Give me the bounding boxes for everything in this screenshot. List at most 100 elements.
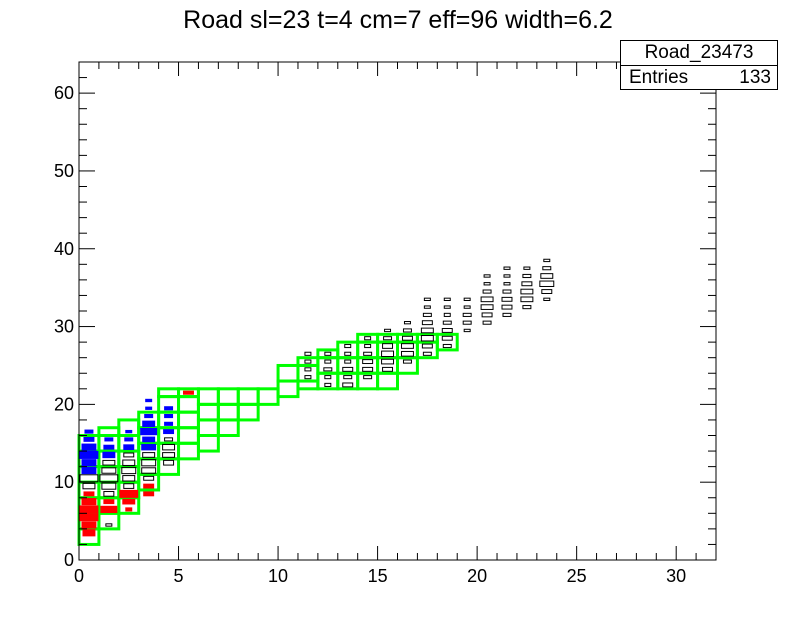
road-bin (396, 332, 419, 344)
hit-box (141, 459, 157, 467)
hit-box (362, 359, 374, 365)
hit-box (143, 491, 155, 497)
hit-box (403, 321, 411, 325)
hit-box (101, 482, 117, 490)
hit-box (141, 467, 157, 474)
hit-box (124, 437, 134, 442)
hit-box (123, 444, 135, 451)
hit-box (304, 375, 312, 380)
hit-box (480, 296, 494, 303)
hit-box (443, 305, 451, 309)
hit-box (105, 523, 113, 527)
hit-box (82, 529, 96, 537)
hit-box (122, 498, 136, 505)
hit-box (503, 266, 511, 270)
road-bin (196, 418, 220, 437)
hit-box (125, 429, 133, 434)
hit-box (142, 436, 156, 443)
hit-box (103, 491, 115, 497)
hit-box (482, 320, 492, 325)
hit-box (402, 328, 412, 333)
hit-box (79, 450, 99, 459)
road-bin (236, 387, 260, 406)
hit-box (183, 390, 194, 395)
hit-box (125, 507, 133, 512)
hit-box (384, 328, 392, 333)
hit-box (482, 289, 492, 294)
hit-box (381, 350, 395, 358)
hit-box (304, 367, 312, 372)
hit-box (441, 328, 453, 333)
hit-box (164, 437, 174, 442)
hit-box (145, 398, 153, 403)
road-bin (376, 340, 399, 360)
road-bin (216, 402, 240, 422)
hit-box (342, 366, 354, 372)
stats-entries-label: Entries (629, 67, 689, 88)
hit-box (462, 312, 472, 317)
y-tick-label: 40 (54, 239, 74, 259)
hit-box (119, 489, 139, 498)
road-bin (216, 418, 240, 437)
road-bin (276, 363, 300, 383)
hit-box (501, 296, 513, 302)
hit-box (344, 351, 352, 356)
hit-box (502, 289, 512, 294)
road-layer (77, 332, 459, 546)
x-tick-label: 20 (467, 566, 487, 586)
hit-box (543, 297, 551, 301)
hit-box (382, 366, 394, 372)
hit-box (502, 312, 512, 317)
hit-box (363, 375, 373, 380)
hit-box (363, 351, 373, 356)
hit-box (402, 359, 412, 364)
hit-box (145, 406, 153, 410)
hit-box (99, 474, 119, 483)
x-tick-label: 0 (74, 566, 84, 586)
hit-box (104, 437, 114, 442)
hit-box (304, 351, 312, 356)
x-tick-label: 10 (268, 566, 288, 586)
hit-box (82, 482, 96, 490)
hit-box (522, 305, 532, 310)
hit-box (103, 499, 115, 505)
hit-box (520, 296, 534, 303)
hit-box (83, 491, 95, 497)
hit-box (543, 258, 551, 263)
hit-box (463, 305, 471, 309)
hit-box (142, 420, 156, 428)
hit-box (122, 459, 136, 466)
x-tick-label: 30 (666, 566, 686, 586)
hit-box (364, 343, 372, 349)
hit-box (163, 459, 175, 466)
road-bin (196, 434, 220, 453)
hit-box (441, 335, 453, 341)
road-bin (236, 402, 260, 422)
hit-box (421, 320, 433, 326)
hit-box (164, 413, 174, 419)
road-bin (276, 379, 300, 399)
y-tick-label: 10 (54, 472, 74, 492)
hit-box (523, 266, 531, 270)
road-bin (177, 395, 200, 414)
road-bin (157, 387, 181, 399)
y-tick-label: 50 (54, 161, 74, 181)
road-bin (196, 387, 220, 406)
hit-box (121, 466, 137, 475)
hit-box (323, 367, 333, 372)
hit-box (382, 343, 394, 349)
hit-box (143, 475, 155, 481)
hit-box (463, 328, 471, 333)
hit-box (140, 427, 158, 436)
hit-box (102, 451, 116, 459)
hit-box (383, 336, 393, 341)
hit-box (344, 343, 352, 349)
hit-box (422, 351, 432, 356)
hit-box (400, 343, 414, 349)
hit-box (324, 382, 332, 387)
road-bin (376, 371, 399, 391)
road-bin (177, 426, 200, 445)
hit-box (483, 282, 491, 286)
hit-box (81, 466, 97, 475)
hit-box (541, 289, 553, 294)
